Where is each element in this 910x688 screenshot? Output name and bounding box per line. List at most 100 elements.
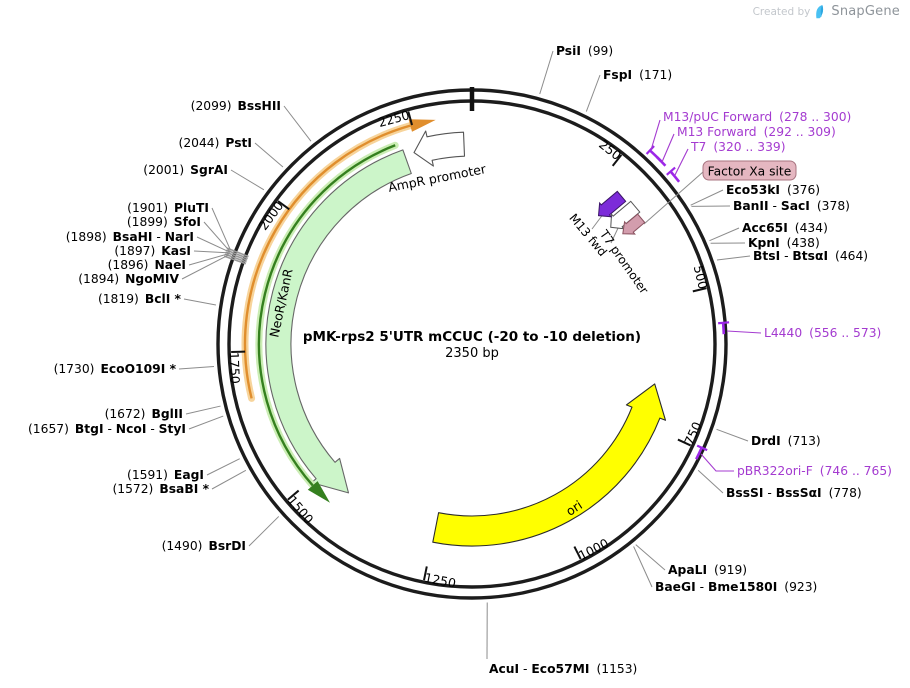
- feature-arcs: [241, 119, 667, 547]
- callout-line-FspI: [585, 74, 601, 112]
- primer-m13-puc-forward-label: M13/pUC Forward (278 .. 300): [663, 110, 851, 124]
- tick-1500: [287, 489, 300, 501]
- factor-xa-site-box: [702, 160, 797, 181]
- ori-label: ori: [563, 497, 585, 518]
- tick-750: [677, 438, 692, 447]
- restriction-site-label-NgoMIV: (1894) NgoMIV: [78, 272, 179, 286]
- primer-m13-forward-leader: [661, 133, 675, 163]
- feature-orf-plus-strand-arrowhead: [408, 119, 436, 132]
- tick-500: [692, 287, 707, 293]
- primer-t7-tick: [666, 166, 676, 176]
- restriction-site-label-BsrDI: (1490) BsrDI: [162, 539, 246, 553]
- t7-promoter-label: T7 promoter: [596, 227, 651, 297]
- created-by-text: Created by: [752, 5, 811, 18]
- primer-annotations: M13/pUC Forward (278 .. 300)M13 Forward (2…: [645, 110, 892, 478]
- restriction-site-label-BsaHI: (1898) BsaHI - NarI: [66, 230, 194, 244]
- restriction-site-label-BaeGI: BaeGI - Bme1580I (923): [655, 580, 817, 594]
- plasmid-title-block: pMK-rps2 5'UTR mCCUC (-20 to -10 deletio…: [272, 329, 672, 363]
- restriction-site-label-BssHII: (2099) BssHII: [191, 99, 281, 113]
- factor-xa-leader: [643, 171, 704, 225]
- callout-line-PsiI: [539, 50, 554, 95]
- restriction-site-label-BssSI: BssSI - BssSαI (778): [726, 486, 862, 500]
- callout-line-BtgI: [188, 415, 224, 430]
- snapgene-brand-text: SnapGene: [831, 4, 900, 19]
- callout-line-PstI: [254, 142, 284, 168]
- primer-m13-puc-forward-leader: [650, 119, 661, 151]
- primer-l4440-mark: [721, 322, 726, 335]
- tick-1000: [573, 546, 582, 560]
- callout-line-BssSI: [697, 469, 724, 494]
- callout-line-PluTI: [211, 207, 232, 251]
- feature-orf-minus-strand-arrowhead: [307, 481, 330, 503]
- callout-line-BglII: [185, 405, 221, 415]
- plasmid-title: pMK-rps2 5'UTR mCCUC (-20 to -10 deletio…: [302, 329, 642, 345]
- callout-line-NgoMIV: [181, 254, 230, 280]
- primer-m13-forward-label: M13 Forward (292 .. 309): [677, 125, 836, 139]
- restriction-site-label-BsaBI: (1572) BsaBI *: [112, 482, 209, 496]
- callout-line-BsaBI: [211, 469, 247, 490]
- primer-pbr322ori-f-leader: [700, 453, 734, 472]
- tick-1250: [423, 566, 428, 581]
- callout-line-ApaLI: [635, 544, 666, 571]
- feature-ori: [432, 383, 667, 547]
- primer-t7-label: T7 (320 .. 339): [690, 140, 786, 154]
- mini-arrow-leader-1: [610, 225, 620, 244]
- restriction-site-labels: PsiI (99) FspI (171) Eco53kI (376) BanII - Sac…: [28, 44, 868, 676]
- callout-line-EagI: [206, 458, 240, 476]
- restriction-site-label-Eco53kI: Eco53kI (376): [726, 183, 820, 197]
- cluster-hatch-line: [223, 255, 247, 265]
- restriction-site-label-Acc65I: Acc65I (434): [742, 221, 828, 235]
- primer-t7-leader: [674, 148, 689, 176]
- callout-line-BssHII: [283, 105, 312, 142]
- primer-m13-forward-mark: [656, 156, 667, 167]
- tick-2250: [407, 111, 413, 126]
- snapgene-logo-icon: [816, 4, 824, 18]
- m13-fwd-arrow: [597, 190, 627, 218]
- tick-label-1750: 1750: [227, 352, 243, 384]
- feature-neor-kanr: [265, 149, 412, 494]
- callout-line-BsaHI: [196, 236, 231, 253]
- callout-line-BaeGI: [633, 546, 653, 588]
- tick-label-250: 250: [596, 137, 624, 164]
- restriction-site-label-SfoI: (1899) SfoI: [127, 215, 201, 229]
- tick-label-500: 500: [691, 264, 711, 291]
- restriction-site-label-BtgI: (1657) BtgI - NcoI - StyI: [28, 422, 186, 436]
- feature-orf-minus-strand: [257, 144, 396, 487]
- plasmid-size: 2350 bp: [445, 346, 499, 361]
- restriction-site-label-EagI: (1591) EagI: [127, 468, 204, 482]
- callout-line-BclI: [183, 298, 217, 306]
- factor-xa-arrow: [622, 213, 646, 235]
- tick-label-1250: 1250: [423, 570, 457, 591]
- callout-line-BtsI: [716, 255, 751, 261]
- restriction-site-label-BanII: BanII - SacI (378): [733, 199, 850, 213]
- callout-line-Eco53kI: [690, 189, 724, 206]
- restriction-site-label-KpnI: KpnI (438): [748, 236, 820, 250]
- feature-orf-plus-strand: [243, 124, 411, 399]
- restriction-site-label-NaeI: (1896) NaeI: [108, 258, 186, 272]
- callout-line-BsrDI: [248, 516, 280, 547]
- restriction-site-label-DrdI: DrdI (713): [751, 434, 821, 448]
- primer-pbr322ori-f-label: pBR322ori-F (746 .. 765): [737, 464, 892, 478]
- restriction-site-label-EcoO109I: (1730) EcoO109I *: [54, 362, 177, 376]
- restriction-site-label-ApaLI: ApaLI (919): [668, 563, 747, 577]
- primer-l4440-leader: [726, 330, 762, 334]
- feature-ampr-promoter: [413, 130, 466, 167]
- primer-t7-mark: [669, 170, 681, 183]
- callout-line-Acc65I: [709, 227, 740, 242]
- callout-line-DrdI: [716, 428, 749, 442]
- restriction-site-label-BglII: (1672) BglII: [105, 407, 183, 421]
- restriction-site-label-PluTI: (1901) PluTI: [127, 201, 209, 215]
- restriction-site-label-KasI: (1897) KasI: [114, 244, 191, 258]
- restriction-site-label-PsiI: PsiI (99): [556, 44, 613, 58]
- tick-250: [611, 154, 623, 167]
- primer-l4440-label: L4440 (556 .. 573): [764, 326, 881, 340]
- callout-line-KasI: [193, 250, 230, 254]
- factor-xa-site-label: Factor Xa site: [708, 165, 792, 179]
- restriction-site-label-FspI: FspI (171): [603, 68, 672, 82]
- callout-line-SgrAI: [230, 169, 265, 191]
- primer-m13-puc-forward-tick: [645, 145, 655, 155]
- primer-pbr322ori-f-tick: [696, 444, 708, 452]
- restriction-site-label-BclI: (1819) BclI *: [98, 292, 182, 306]
- callout-line-EcoO109I: [178, 365, 215, 370]
